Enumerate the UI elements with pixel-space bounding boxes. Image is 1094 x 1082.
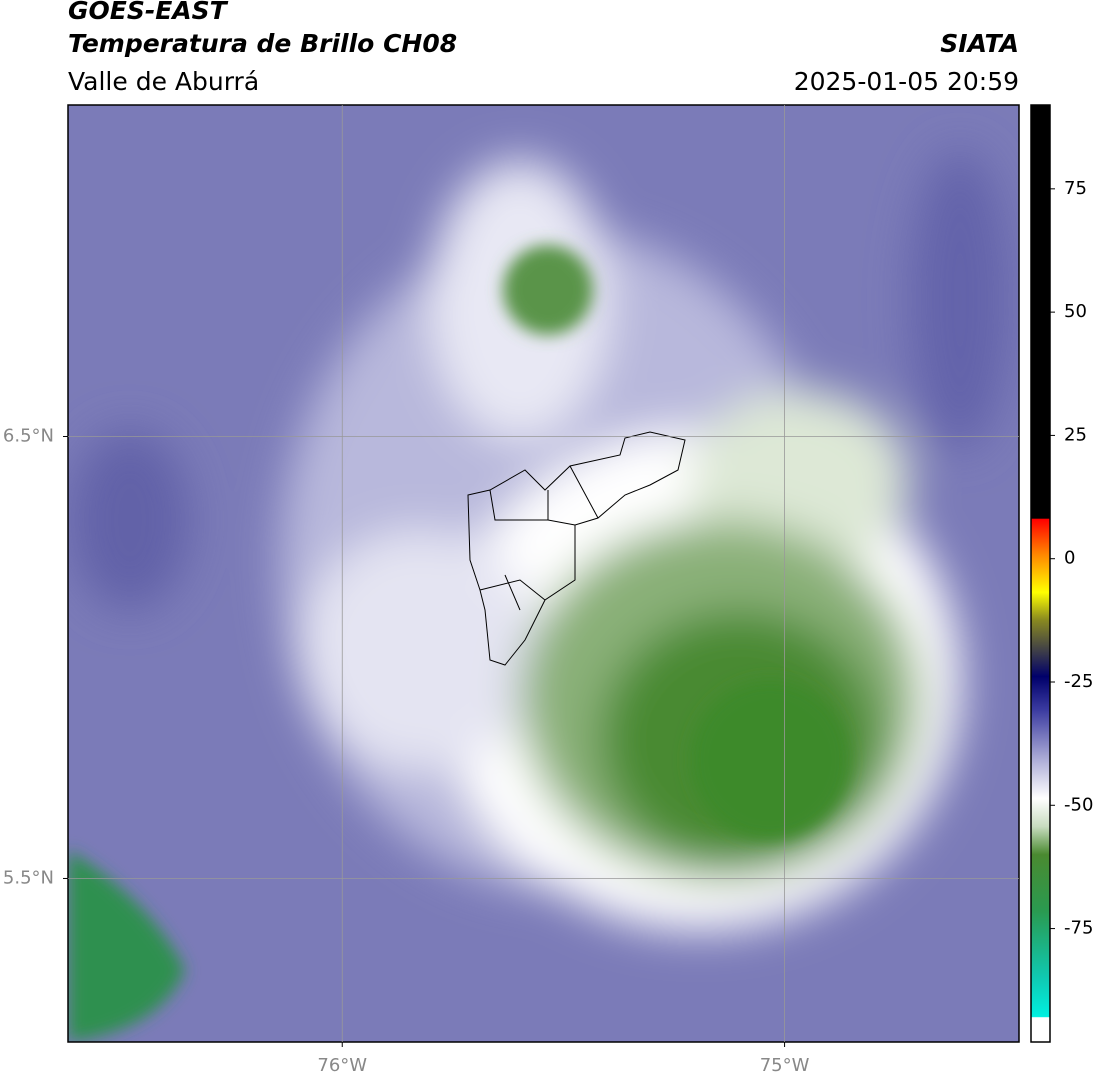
subtitle: Temperatura de Brillo CH08 xyxy=(68,29,457,58)
colorbar-tick-label: -50 xyxy=(1064,794,1093,815)
source: SIATA xyxy=(940,29,1019,58)
municipality-boundaries xyxy=(467,431,686,666)
colorbar-tick-label: -75 xyxy=(1064,918,1093,939)
datetime: 2025-01-05 20:59 xyxy=(794,67,1019,96)
region: Valle de Aburrá xyxy=(68,67,259,96)
y-tick-label: 5.5°N xyxy=(3,867,54,888)
colorbar xyxy=(1030,104,1051,1043)
title: GOES-EAST xyxy=(68,0,229,25)
colorbar-tick-label: 50 xyxy=(1064,301,1087,322)
colorbar-tick-label: 0 xyxy=(1064,548,1075,569)
colorbar-tick-label: -25 xyxy=(1064,671,1093,692)
x-tick-label: 75°W xyxy=(760,1055,810,1076)
x-tick-label: 76°W xyxy=(317,1055,367,1076)
colorbar-tick-label: 25 xyxy=(1064,424,1087,445)
map-frame xyxy=(67,104,1020,1043)
satellite-image xyxy=(68,105,1019,1042)
colorbar-tick-label: 75 xyxy=(1064,178,1087,199)
y-tick-label: 6.5°N xyxy=(3,425,54,446)
